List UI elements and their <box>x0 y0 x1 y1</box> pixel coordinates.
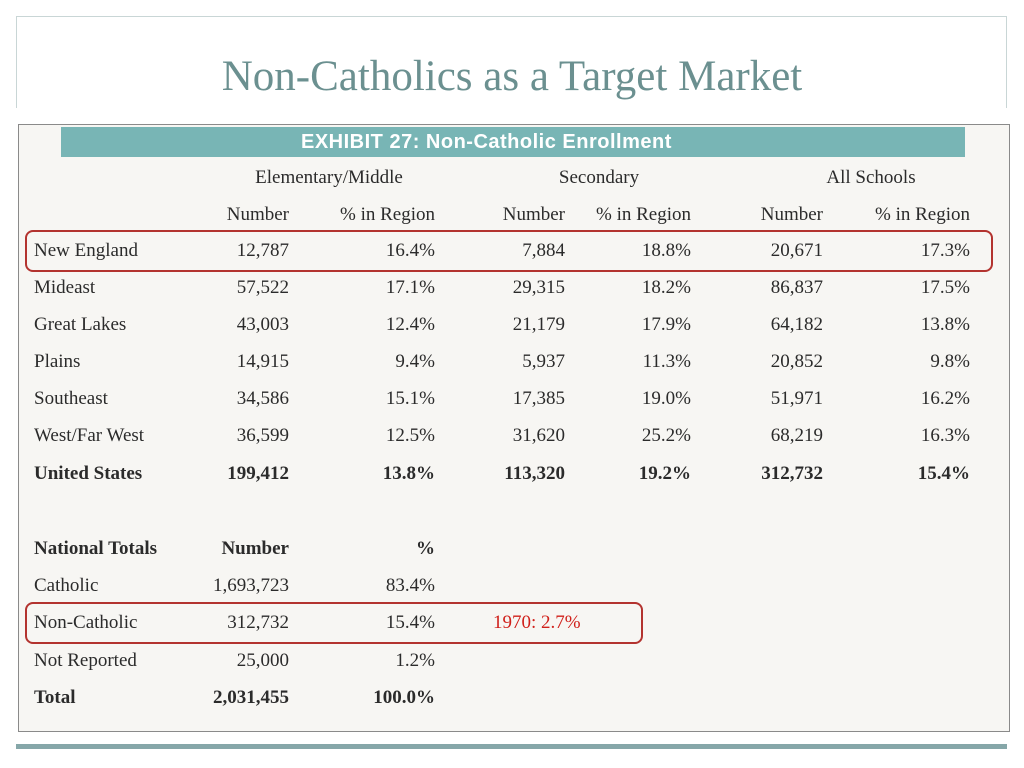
sec-pct: 11.3% <box>642 351 691 372</box>
slide-frame-right <box>1006 16 1007 108</box>
highlight-non-catholic <box>25 602 643 644</box>
em-number: 43,003 <box>236 314 289 335</box>
national-header-number: Number <box>221 538 289 559</box>
sub-header-all-number: Number <box>760 204 823 225</box>
slide-title: Non-Catholics as a Target Market <box>221 53 803 100</box>
em-pct: 13.8% <box>382 463 435 484</box>
national-name: Non-Catholic <box>34 612 138 633</box>
sec-number: 31,620 <box>512 425 565 446</box>
region-name: West/Far West <box>34 425 145 446</box>
sub-header-all-pct: % in Region <box>875 204 970 225</box>
sec-pct: 19.2% <box>638 463 691 484</box>
highlight-new-england <box>25 230 993 272</box>
em-number: 34,586 <box>236 388 289 409</box>
all-number: 64,182 <box>770 314 823 335</box>
all-pct: 13.8% <box>920 314 970 335</box>
region-name: Mideast <box>34 277 96 298</box>
sec-pct: 25.2% <box>641 425 691 446</box>
sub-header-sec-number: Number <box>502 204 565 225</box>
all-number: 20,852 <box>770 351 823 372</box>
sec-number: 29,315 <box>512 277 565 298</box>
national-name: Not Reported <box>34 650 137 671</box>
annotation-1970: 1970: 2.7% <box>493 612 581 633</box>
national-pct: 15.4% <box>385 612 435 633</box>
exhibit-banner: EXHIBIT 27: Non-Catholic Enrollment <box>61 127 965 157</box>
all-number: 68,219 <box>770 425 823 446</box>
sec-number: 17,385 <box>512 388 565 409</box>
all-pct: 17.3% <box>920 240 970 261</box>
sec-pct: 17.9% <box>641 314 691 335</box>
sec-number: 113,320 <box>504 463 565 484</box>
all-pct: 16.3% <box>920 425 970 446</box>
exhibit-table: EXHIBIT 27: Non-Catholic Enrollment Elem… <box>18 124 1010 732</box>
all-number: 312,732 <box>761 463 823 484</box>
em-pct: 9.4% <box>395 351 435 372</box>
group-header-all-schools: All Schools <box>826 167 916 188</box>
all-number: 51,971 <box>770 388 823 409</box>
group-header-secondary: Secondary <box>558 167 640 188</box>
sec-number: 7,884 <box>522 240 565 261</box>
national-number: 312,732 <box>227 612 289 633</box>
all-pct: 17.5% <box>920 277 970 298</box>
sec-number: 21,179 <box>512 314 565 335</box>
all-pct: 16.2% <box>920 388 970 409</box>
em-pct: 17.1% <box>385 277 435 298</box>
national-number: 25,000 <box>236 650 289 671</box>
sec-pct: 18.2% <box>641 277 691 298</box>
national-header-label: National Totals <box>34 538 158 559</box>
em-pct: 12.4% <box>385 314 435 335</box>
national-name: Catholic <box>34 575 99 596</box>
sub-header-em-number: Number <box>226 204 289 225</box>
sec-pct: 18.8% <box>641 240 691 261</box>
national-header-pct: % <box>416 538 435 559</box>
em-number: 12,787 <box>236 240 289 261</box>
region-name: Great Lakes <box>34 314 127 335</box>
national-pct: 83.4% <box>385 575 435 596</box>
national-pct: 1.2% <box>395 650 435 671</box>
exhibit-banner-text: EXHIBIT 27: Non-Catholic Enrollment <box>301 131 672 153</box>
em-number: 199,412 <box>227 463 289 484</box>
em-number: 36,599 <box>236 425 289 446</box>
region-name: United States <box>34 463 143 484</box>
bottom-rule <box>16 744 1007 749</box>
em-pct: 15.1% <box>385 388 435 409</box>
all-pct: 15.4% <box>917 463 970 484</box>
all-number: 86,837 <box>770 277 823 298</box>
slide-frame-left <box>16 16 17 108</box>
national-name: Total <box>34 687 76 708</box>
em-pct: 12.5% <box>385 425 435 446</box>
em-pct: 16.4% <box>385 240 435 261</box>
national-number: 1,693,723 <box>213 575 289 596</box>
sub-header-em-pct: % in Region <box>340 204 435 225</box>
region-name: Plains <box>34 351 81 372</box>
national-pct: 100.0% <box>373 687 435 708</box>
sec-pct: 19.0% <box>641 388 691 409</box>
region-name: Southeast <box>34 388 108 409</box>
region-name: New England <box>34 240 138 261</box>
all-pct: 9.8% <box>930 351 970 372</box>
sec-number: 5,937 <box>522 351 565 372</box>
national-number: 2,031,455 <box>213 687 289 708</box>
sub-header-sec-pct: % in Region <box>596 204 691 225</box>
em-number: 14,915 <box>236 351 289 372</box>
em-number: 57,522 <box>236 277 289 298</box>
slide-frame-top <box>16 16 1007 17</box>
group-header-elementary: Elementary/Middle <box>255 167 403 188</box>
all-number: 20,671 <box>770 240 823 261</box>
